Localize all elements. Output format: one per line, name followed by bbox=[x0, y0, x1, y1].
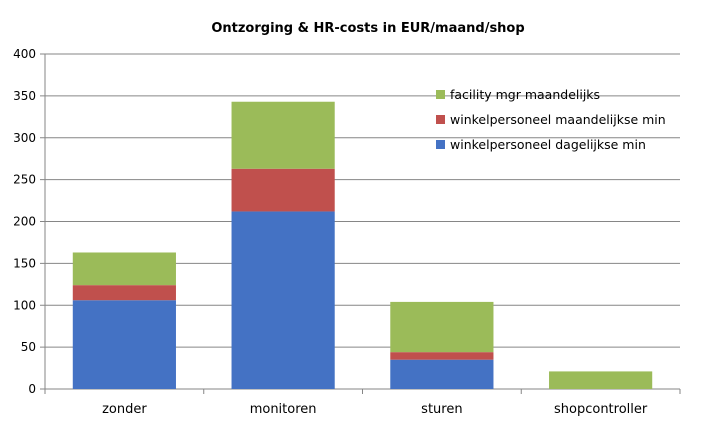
bar-monitoren-series-2 bbox=[231, 101, 335, 169]
y-tick-label-300: 300 bbox=[13, 131, 36, 145]
x-tick-label-sturen: sturen bbox=[421, 402, 462, 417]
bar-sturen-series-0 bbox=[390, 359, 494, 389]
chart-title: Ontzorging & HR-costs in EUR/maand/shop bbox=[211, 21, 524, 36]
y-tick-label-250: 250 bbox=[13, 173, 36, 187]
bar-zonder-series-2 bbox=[72, 252, 176, 286]
legend-label-0: winkelpersoneel dagelijkse min bbox=[450, 137, 646, 152]
legend-label-2: facility mgr maandelijks bbox=[450, 87, 600, 102]
bar-monitoren-series-1 bbox=[231, 168, 335, 212]
x-tick-label-zonder: zonder bbox=[102, 402, 147, 417]
y-tick-label-350: 350 bbox=[13, 89, 36, 103]
legend: facility mgr maandelijks winkelpersoneel … bbox=[436, 87, 666, 152]
y-tick-label-150: 150 bbox=[13, 256, 36, 270]
x-tick-label-shopcontroller: shopcontroller bbox=[554, 402, 648, 417]
legend-swatch-1 bbox=[436, 115, 445, 124]
y-tick-label-50: 50 bbox=[21, 340, 36, 354]
x-tick-label-monitoren: monitoren bbox=[250, 402, 317, 417]
legend-swatch-2 bbox=[436, 90, 445, 99]
bar-zonder-series-1 bbox=[72, 285, 176, 301]
legend-swatch-0 bbox=[436, 140, 445, 149]
y-tick-label-400: 400 bbox=[13, 47, 36, 61]
bar-shopcontroller-series-2 bbox=[549, 371, 653, 389]
y-tick-label-0: 0 bbox=[28, 382, 36, 396]
y-tick-label-100: 100 bbox=[13, 298, 36, 312]
bar-sturen-series-2 bbox=[390, 301, 494, 353]
bars bbox=[72, 101, 653, 389]
bar-monitoren-series-0 bbox=[231, 211, 335, 389]
legend-label-1: winkelpersoneel maandelijkse min bbox=[450, 112, 666, 127]
y-tick-label-200: 200 bbox=[13, 215, 36, 229]
tick-labels: 0 50 100 150 200 250 300 350 400 zonder monitoren s… bbox=[13, 47, 648, 417]
bar-sturen-series-1 bbox=[390, 352, 494, 360]
bar-zonder-series-0 bbox=[72, 300, 176, 389]
